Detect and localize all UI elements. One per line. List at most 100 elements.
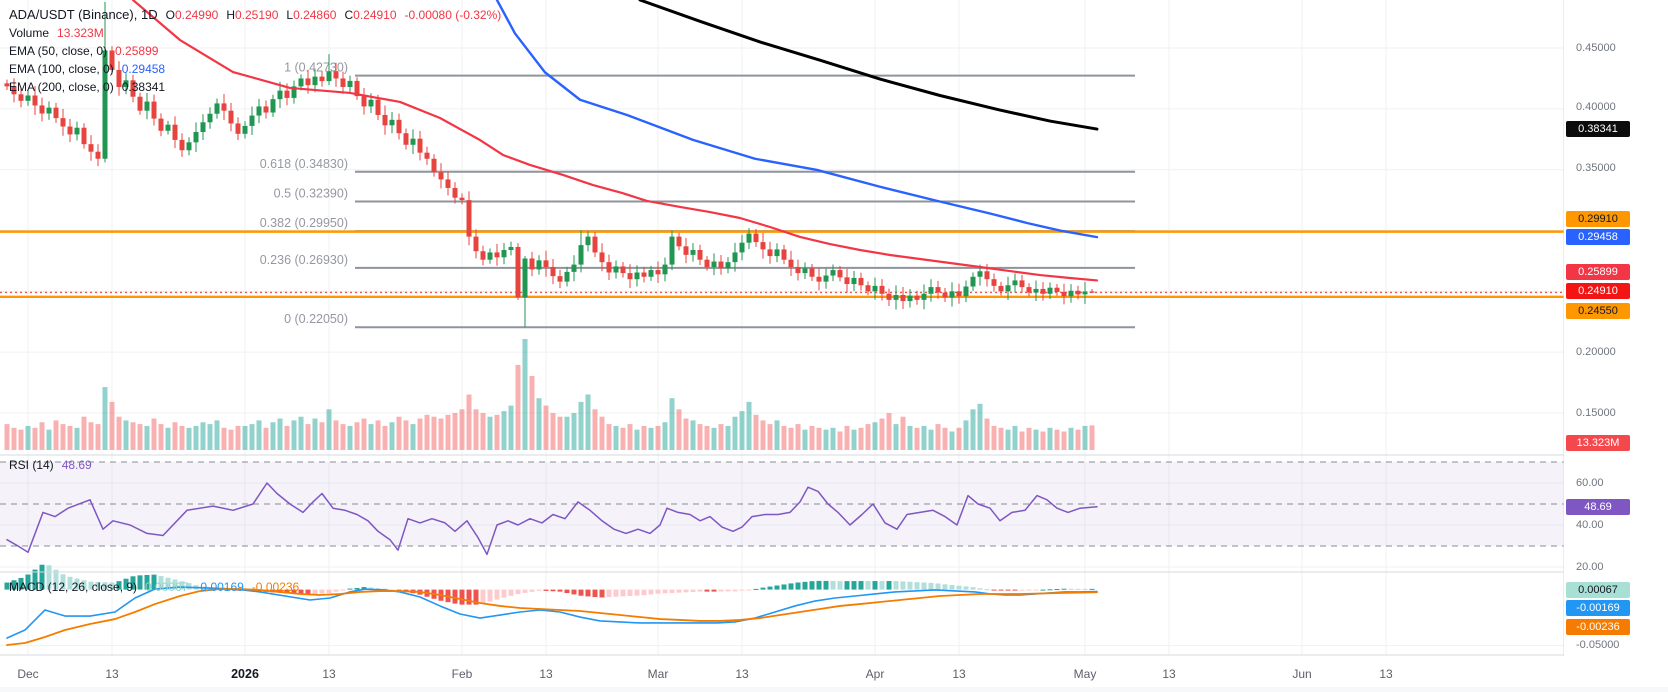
volume-bar [606,424,612,450]
candle [298,78,304,87]
volume-bar [1075,429,1081,450]
volume-label[interactable]: Volume [9,26,50,40]
volume-bar [1019,431,1025,450]
candle [921,293,927,300]
volume-bar [669,398,675,450]
candle [725,262,731,269]
ema-line-ema100 [495,0,1099,239]
volume-bar [697,424,703,450]
fib-label: 0.382 (0.29950) [260,216,348,230]
fib-label: 0 (0.22050) [284,312,348,326]
volume-bar [137,424,143,450]
last-price-badge: 0.24910 [1566,283,1630,299]
macd-histogram-bar [844,581,850,590]
axis-tick-label: 20.00 [1576,561,1604,573]
ema200-label[interactable]: EMA (200, close, 0) [9,80,114,94]
price-axis[interactable] [1564,0,1668,692]
macd-histogram-bar [74,578,80,590]
volume-bar [774,420,780,450]
volume-bar [102,387,108,450]
candle [228,110,234,124]
candle [991,279,997,286]
volume-bar [1068,427,1074,450]
volume-bar [95,424,101,450]
symbol-legend: ADA/USDT (Binance), 1D O0.24990 H0.25190… [9,7,501,22]
volume-bar [823,429,829,450]
volume-bar [907,425,913,450]
macd-label[interactable]: MACD (12, 26, close, 9) [9,580,138,594]
time-axis-label: 13 [539,667,553,681]
volume-bar [977,403,983,450]
axis-tick-label: 0.35000 [1576,162,1616,174]
candle [312,76,318,86]
volume-bar [599,416,605,450]
volume-value: 13.323M [57,26,104,40]
macd-histogram-bar [473,589,479,605]
candle [767,249,773,257]
macd-histogram-bar [655,589,661,594]
macd-histogram-bar [914,582,920,590]
macd-signal-badge: -0.00236 [1566,619,1630,635]
candle [606,262,612,273]
ema100-label[interactable]: EMA (100, close, 0) [9,62,114,76]
candle [529,258,535,270]
volume-bar [1040,431,1046,450]
volume-bar [970,409,976,450]
candle [270,99,276,113]
macd-histogram-bar [298,589,304,595]
macd-histogram-bar [46,565,52,590]
volume-bar [921,425,927,450]
macd-histogram-bar [11,580,17,590]
macd-histogram-bar [1019,589,1025,591]
macd-histogram-bar [711,589,717,592]
rsi-label[interactable]: RSI (14) [9,458,54,472]
candle [375,99,381,115]
macd-histogram-bar [984,589,990,591]
volume-bar [242,425,248,450]
candle [46,107,52,114]
candle [984,271,990,280]
macd-histogram-bar [774,585,780,590]
volume-bar [501,411,507,450]
candle [95,151,101,159]
ema50-legend: EMA (50, close, 0) 0.25899 [9,44,158,58]
macd-histogram-bar [1089,588,1095,590]
volume-bar [872,422,878,450]
macd-histogram-bar [39,564,45,590]
volume-bar [109,401,115,450]
macd-histogram-bar [340,589,346,591]
candle [347,80,353,87]
volume-bar [438,418,444,450]
candle [536,260,542,270]
candle [830,270,836,276]
ohlc-low: L0.24860 [286,8,337,22]
macd-histogram-bar [508,589,514,596]
volume-bar [753,414,759,450]
time-axis[interactable] [0,656,1668,692]
volume-bar [620,427,626,450]
macd-histogram-bar [662,589,668,594]
candle [788,259,794,268]
macd-histogram-bar [522,589,528,593]
volume-bar [522,339,528,450]
macd-histogram-bar [697,589,703,592]
volume-bar [711,427,717,450]
ema100-price-badge: 0.29458 [1566,229,1630,245]
macd-histogram-bar [956,585,962,590]
time-axis-label: Mar [647,667,669,681]
volume-bar [746,401,752,450]
candle [39,105,45,114]
ema50-label[interactable]: EMA (50, close, 0) [9,44,108,58]
ema100-value: 0.29458 [121,62,166,76]
volume-bar [1047,427,1053,450]
candle [1026,287,1032,293]
time-axis-label: Feb [451,667,473,681]
candle [102,50,108,159]
time-axis-label: Jun [1292,667,1312,681]
symbol-title[interactable]: ADA/USDT (Binance), 1D [9,7,158,22]
volume-bar [291,420,297,450]
volume-bar [984,418,990,450]
volume-bar [1082,425,1088,450]
volume-bar [571,413,577,450]
